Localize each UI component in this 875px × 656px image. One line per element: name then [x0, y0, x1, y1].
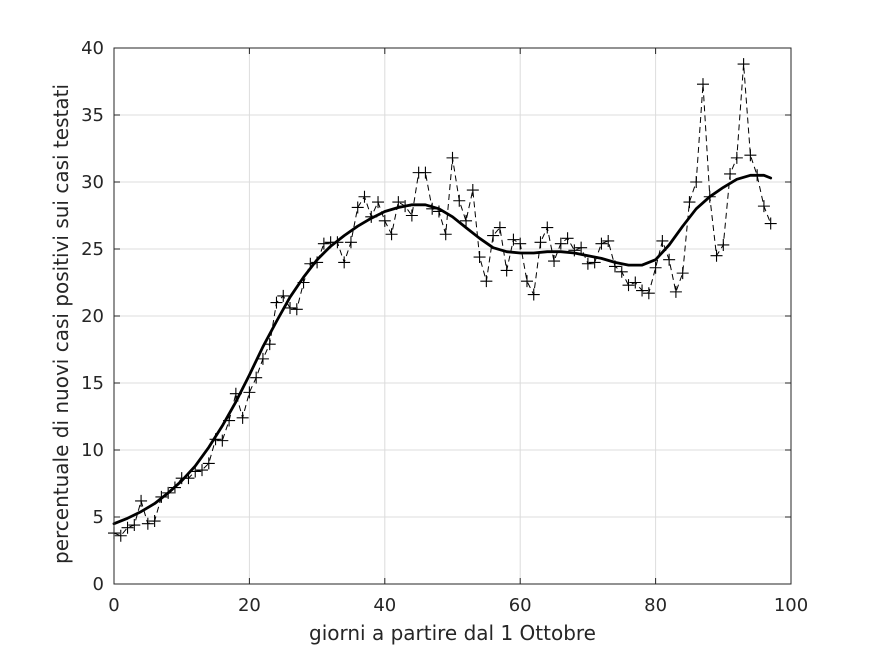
data-point	[317, 237, 330, 250]
y-tick-label: 30	[81, 172, 104, 193]
y-tick-label: 0	[93, 574, 104, 595]
data-point	[135, 494, 148, 507]
data-point	[216, 434, 229, 447]
series-layer	[108, 58, 777, 542]
data-point	[663, 253, 676, 266]
data-point	[514, 237, 527, 250]
data-point	[615, 265, 628, 278]
y-tick-label: 20	[81, 306, 104, 327]
data-point	[351, 201, 364, 214]
x-tick-label: 0	[108, 595, 119, 616]
x-tick-label: 20	[238, 595, 261, 616]
data-point	[669, 285, 682, 298]
data-point	[642, 287, 655, 300]
trend-series-line	[112, 173, 773, 526]
data-point	[344, 236, 357, 249]
data-point	[148, 515, 161, 528]
data-point	[202, 457, 215, 470]
data-point	[724, 167, 737, 180]
data-point	[757, 200, 770, 213]
data-point	[250, 371, 263, 384]
y-tick-label: 25	[81, 239, 104, 260]
data-point	[473, 251, 486, 264]
data-point	[446, 151, 459, 164]
data-point	[372, 196, 385, 209]
series-0	[108, 58, 777, 542]
data-point	[196, 464, 209, 477]
data-point	[710, 249, 723, 262]
data-point	[534, 236, 547, 249]
data-point	[656, 234, 669, 247]
series-1	[112, 173, 773, 526]
data-point	[270, 296, 283, 309]
data-point	[480, 275, 493, 288]
x-axis-label: giorni a partire dal 1 Ottobre	[309, 621, 596, 645]
data-point	[439, 228, 452, 241]
data-point	[121, 521, 134, 534]
data-point	[128, 519, 141, 532]
data-point	[581, 257, 594, 270]
data-point	[405, 209, 418, 222]
ticks: 0 20 40 60 80 100 0 5 10 15 20 25 30 35 40	[81, 38, 808, 616]
data-point	[460, 214, 473, 227]
y-tick-label: 40	[81, 38, 104, 59]
data-point	[622, 279, 635, 292]
data-point	[676, 267, 689, 280]
data-point	[561, 232, 574, 245]
data-point	[730, 151, 743, 164]
daily-series-line	[113, 64, 772, 537]
data-point	[541, 221, 554, 234]
data-point	[338, 256, 351, 269]
data-point	[636, 284, 649, 297]
data-point	[141, 517, 154, 530]
data-point	[744, 149, 757, 162]
x-tick-label: 80	[644, 595, 667, 616]
data-point	[737, 58, 750, 71]
y-tick-label: 35	[81, 105, 104, 126]
data-point	[764, 217, 777, 230]
data-point	[358, 190, 371, 203]
data-point	[466, 184, 479, 197]
data-point	[690, 176, 703, 188]
data-point	[527, 288, 540, 301]
y-tick-label: 5	[93, 507, 104, 528]
y-tick-label: 15	[81, 373, 104, 394]
data-point	[243, 386, 256, 399]
data-point	[507, 233, 520, 246]
data-point	[290, 303, 303, 316]
data-point	[419, 166, 432, 179]
data-point	[629, 276, 642, 289]
data-point	[487, 229, 500, 242]
data-point	[378, 214, 391, 227]
data-point	[554, 237, 567, 250]
data-point	[385, 228, 398, 241]
y-tick-label: 10	[81, 440, 104, 461]
data-point	[683, 196, 696, 209]
data-point	[548, 255, 561, 268]
data-point	[114, 529, 127, 542]
data-point	[236, 411, 249, 424]
data-point	[717, 238, 730, 251]
data-point	[277, 289, 290, 302]
data-point	[696, 78, 709, 91]
data-point	[256, 352, 269, 365]
data-point	[602, 234, 615, 247]
x-tick-label: 60	[509, 595, 532, 616]
data-point	[575, 241, 588, 254]
data-point	[500, 264, 513, 277]
data-point	[453, 194, 466, 207]
x-tick-label: 40	[373, 595, 396, 616]
x-tick-label: 100	[774, 595, 808, 616]
data-point	[649, 261, 662, 274]
y-axis-label: percentuale di nuovi casi positivi sui c…	[49, 84, 73, 564]
data-point	[284, 301, 297, 314]
data-point	[595, 237, 608, 250]
data-point	[493, 221, 506, 234]
data-point	[520, 275, 533, 288]
